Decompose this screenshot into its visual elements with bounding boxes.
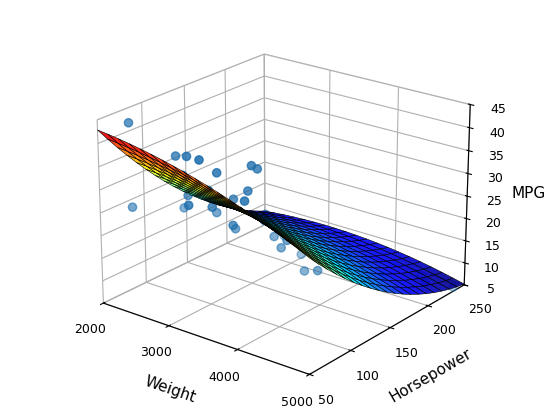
X-axis label: Weight: Weight — [142, 374, 198, 406]
Y-axis label: Horsepower: Horsepower — [388, 346, 475, 405]
